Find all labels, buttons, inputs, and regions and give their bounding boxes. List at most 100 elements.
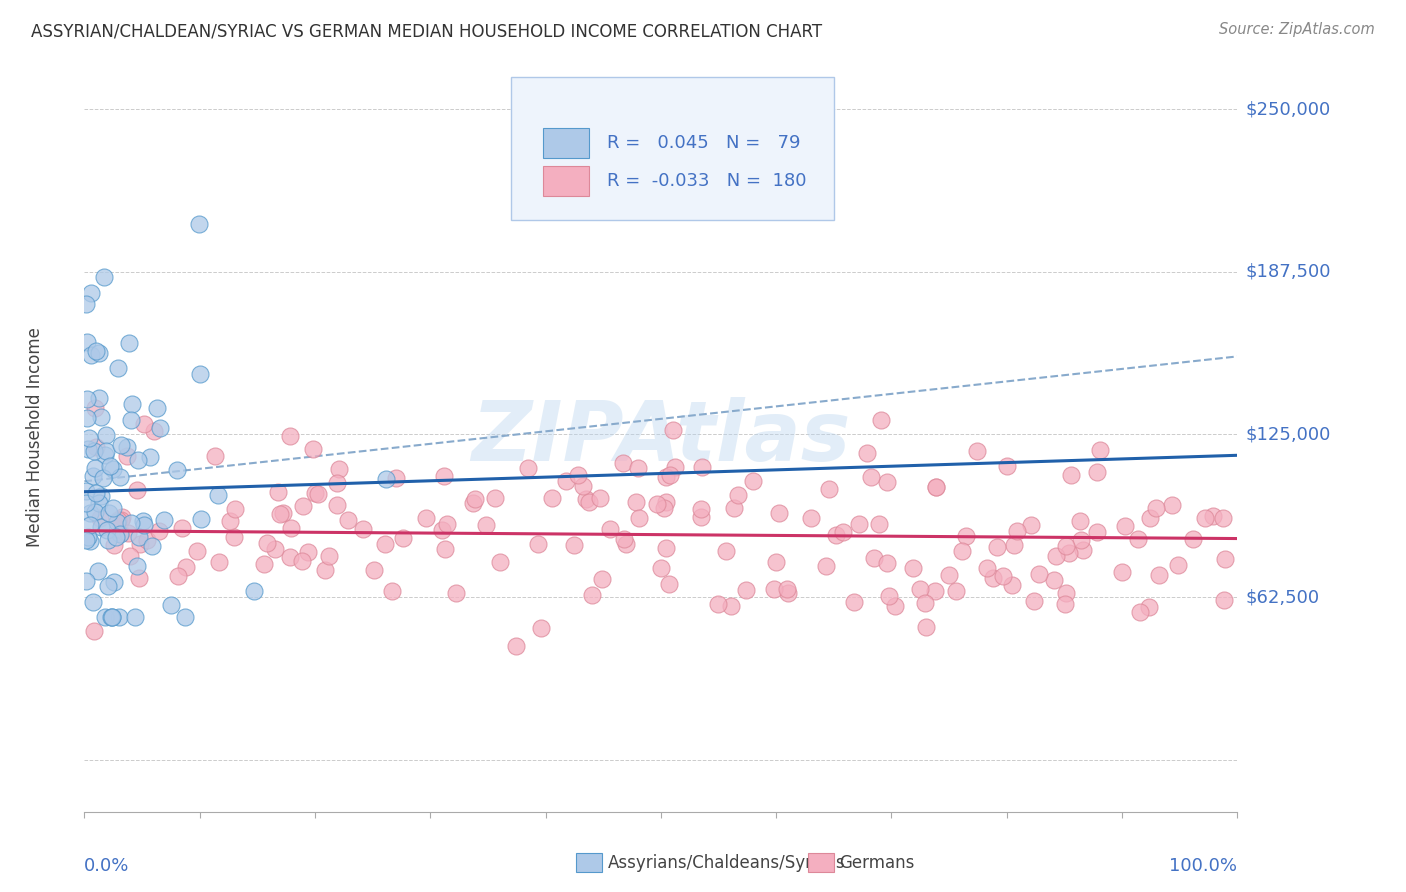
Point [90, 519, 112, 533]
FancyBboxPatch shape [510, 78, 834, 219]
Point [121, 397, 143, 411]
Point [77, 530, 100, 544]
Point [267, 485, 290, 500]
Point [94, 427, 117, 442]
Point [93, 269, 115, 284]
Point [337, 513, 360, 527]
Point [1212, 592, 1234, 607]
Point [842, 595, 865, 609]
Point [242, 583, 264, 598]
Point [79, 518, 101, 533]
Point [562, 538, 585, 552]
Point [128, 571, 150, 585]
Point [384, 470, 406, 484]
Point [132, 417, 155, 431]
Point [326, 475, 349, 490]
Point [876, 475, 898, 490]
Text: $62,500: $62,500 [1246, 588, 1320, 606]
Point [174, 609, 197, 624]
Point [768, 507, 790, 521]
Point [186, 544, 208, 558]
Point [966, 444, 988, 458]
Point [325, 498, 347, 512]
Point [170, 520, 193, 534]
Point [1111, 565, 1133, 579]
Point [100, 609, 122, 624]
Point [463, 496, 485, 510]
Point [950, 544, 973, 558]
Point [278, 428, 301, 442]
Point [1054, 539, 1077, 553]
Point [97, 533, 120, 547]
Point [1007, 524, 1029, 539]
Point [863, 551, 886, 566]
Point [612, 456, 634, 470]
Point [591, 572, 613, 586]
Point [924, 480, 946, 494]
Point [1001, 578, 1024, 592]
Point [484, 491, 506, 505]
Point [938, 568, 960, 582]
Point [94, 448, 117, 462]
Text: Assyrians/Chaldeans/Syriacs: Assyrians/Chaldeans/Syriacs [607, 854, 845, 871]
Point [650, 561, 672, 575]
Text: 0.0%: 0.0% [84, 856, 129, 875]
Point [83, 624, 105, 639]
Text: Source: ZipAtlas.com: Source: ZipAtlas.com [1219, 22, 1375, 37]
Point [436, 517, 458, 532]
Point [269, 507, 291, 521]
Point [555, 475, 578, 489]
Point [658, 577, 681, 591]
Point [915, 620, 938, 634]
Point [1149, 568, 1171, 582]
Point [986, 541, 1008, 555]
Point [149, 421, 172, 435]
Point [253, 557, 276, 571]
Point [90, 489, 112, 503]
Point [82, 468, 104, 483]
Point [624, 495, 647, 509]
Point [655, 495, 678, 509]
Point [655, 470, 678, 484]
Point [90, 409, 112, 424]
Point [1070, 533, 1092, 547]
Point [374, 473, 396, 487]
Point [127, 453, 149, 467]
Point [77, 442, 100, 456]
Text: R =  -0.033   N =  180: R = -0.033 N = 180 [606, 172, 806, 190]
Point [392, 531, 415, 545]
Point [945, 583, 967, 598]
Point [103, 574, 125, 589]
Point [101, 609, 124, 624]
Point [110, 437, 132, 451]
Point [79, 506, 101, 520]
Point [131, 514, 153, 528]
Point [800, 511, 823, 525]
Point [108, 470, 131, 484]
Point [75, 496, 97, 510]
Point [1057, 546, 1080, 560]
Point [219, 514, 242, 528]
Point [1059, 468, 1081, 483]
Point [107, 513, 129, 527]
Point [690, 459, 713, 474]
Point [105, 515, 128, 529]
Point [111, 510, 134, 524]
Point [107, 360, 129, 375]
Point [76, 411, 98, 425]
Point [1069, 514, 1091, 528]
Point [160, 599, 183, 613]
Point [727, 487, 749, 501]
Point [575, 491, 598, 506]
Point [815, 559, 838, 574]
Point [110, 526, 132, 541]
Point [464, 491, 486, 506]
Point [204, 449, 226, 463]
Point [530, 621, 553, 635]
Point [817, 482, 839, 496]
Point [914, 596, 936, 610]
Point [86, 565, 108, 579]
Point [328, 462, 350, 476]
Point [127, 558, 149, 573]
Point [924, 480, 946, 494]
